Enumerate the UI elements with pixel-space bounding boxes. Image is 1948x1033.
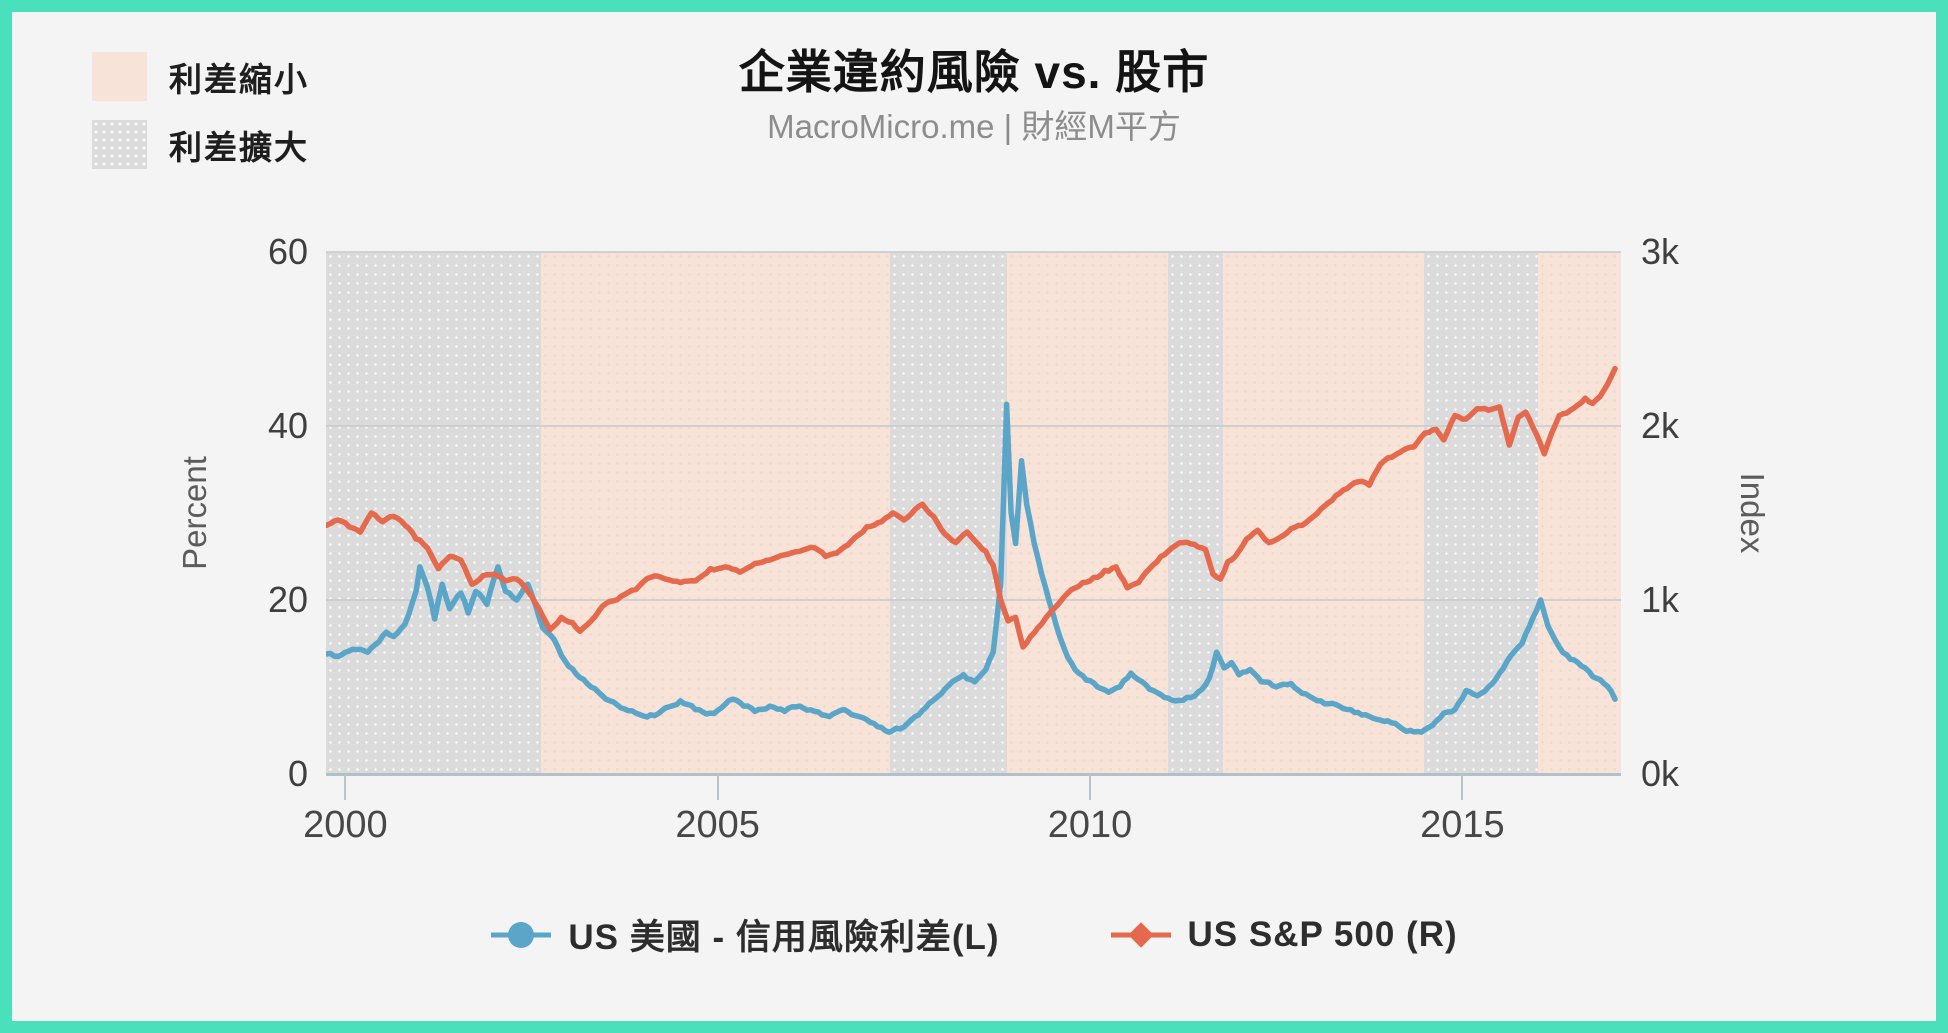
x-tick-mark [716,774,719,800]
y-left-tick-label: 0 [287,753,308,794]
chart-plot-area: Percent Index 0 20 40 60 0k 1k 2k 3k 2000 2005 201… [12,12,1936,1021]
x-tick-label: 2010 [1047,804,1133,846]
band-legend: 利差縮小 利差擴大 [92,52,309,188]
x-tick-mark [1461,774,1464,800]
plot-band-narrow [1006,252,1169,774]
y-axis-left-title: Percent [176,456,213,570]
y-right-tick-label: 3k [1641,231,1680,272]
x-tick-label: 2015 [1420,804,1505,846]
gridline-y [326,251,1621,253]
sp500-marker-icon [1110,921,1171,948]
series-legend: US 美國 - 信用風險利差(L) US S&P 500 (R) [12,909,1936,960]
x-tick-label: 2005 [675,804,760,846]
x-tick-label: 2000 [303,804,388,846]
sp500-line[interactable] [326,365,1618,650]
plot-band-widen [326,252,542,774]
legend-item-sp500[interactable]: US S&P 500 (R) [1110,915,1458,955]
gridline-y [326,599,1621,601]
series-lines [326,365,1618,735]
plot-band-widen [1168,252,1223,774]
plot-band-widen [1424,252,1539,774]
chart-panel: 企業違約風險 vs. 股市 MacroMicro.me | 財經M平方 利差縮小… [12,12,1936,1021]
y-left-tick-label: 20 [267,579,308,620]
spread-narrowing-swatch [92,52,147,101]
band-legend-item-widen: 利差擴大 [92,120,309,169]
y-right-tick-label: 2k [1641,405,1680,446]
x-tick-mark [1089,774,1092,800]
y-left-tick-label: 40 [267,405,308,446]
y-right-tick-label: 1k [1641,579,1680,620]
spread-widening-label: 利差擴大 [169,128,309,166]
x-tick-mark [344,774,347,800]
y-axis-right-title: Index [1734,472,1771,554]
credit-spread-line[interactable] [326,401,1618,735]
y-left-tick-label: 60 [267,231,308,272]
legend-label-sp500: US S&P 500 (R) [1187,914,1458,954]
credit-spread-marker-icon [491,921,552,948]
x-axis-line [326,773,1621,776]
plot-band-narrow [541,252,891,774]
legend-item-credit-spread[interactable]: US 美國 - 信用風險利差(L) [490,909,999,960]
page-title: 企業違約風險 vs. 股市 [738,46,1210,98]
gridline-y [326,425,1621,427]
plot-band-narrow [1222,252,1425,774]
y-right-tick-label: 0k [1641,753,1680,794]
band-legend-item-narrow: 利差縮小 [92,52,309,101]
spread-widening-swatch [92,120,147,169]
spread-narrowing-label: 利差縮小 [169,60,309,98]
legend-label-credit-spread: US 美國 - 信用風險利差(L) [568,918,1000,957]
chart-subtitle: MacroMicro.me | 財經M平方 [767,108,1181,145]
